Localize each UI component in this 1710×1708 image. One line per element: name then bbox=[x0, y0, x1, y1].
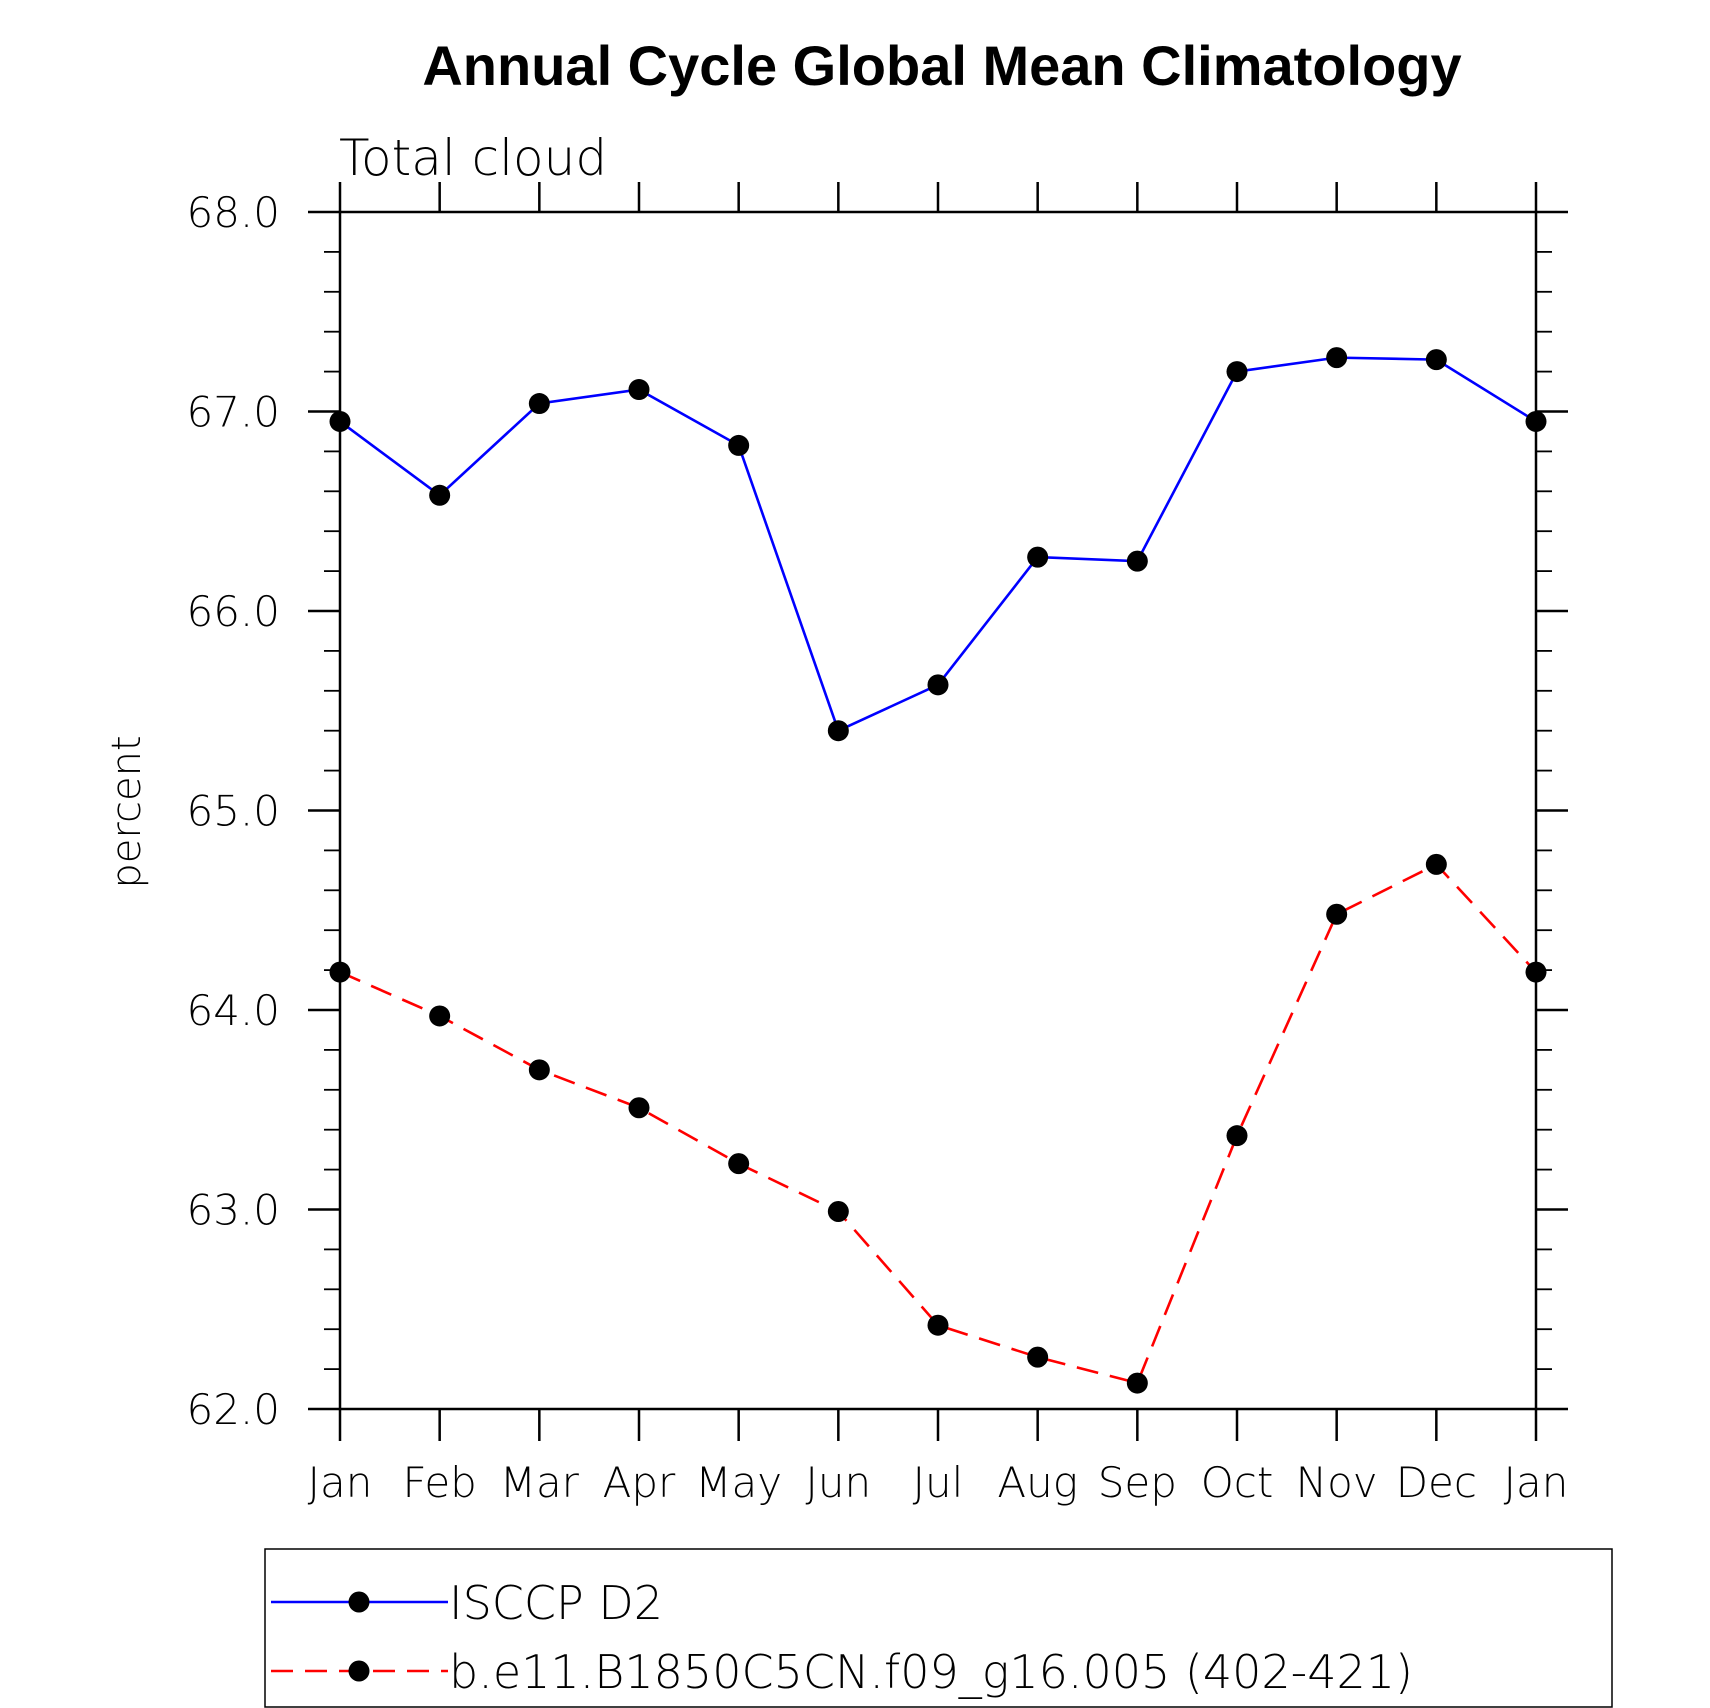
y-axis-label: percent bbox=[104, 735, 150, 888]
y-tick-label: 68.0 bbox=[186, 188, 280, 237]
legend-label-2: b.e11.B1850C5CN.f09_g16.005 (402-421) bbox=[449, 1645, 1413, 1699]
series-group bbox=[329, 347, 1547, 1394]
series-1-point bbox=[827, 720, 849, 742]
x-tick-label: Aug bbox=[997, 1458, 1078, 1507]
series-1-point bbox=[728, 434, 750, 456]
series-1-point bbox=[1126, 550, 1148, 572]
series-1-point bbox=[528, 393, 550, 415]
series-1-point bbox=[1525, 410, 1547, 432]
x-tick-label: Nov bbox=[1296, 1458, 1378, 1507]
series-1-point bbox=[1027, 546, 1049, 568]
series-1-point bbox=[329, 410, 351, 432]
legend-label-1: ISCCP D2 bbox=[449, 1576, 663, 1630]
x-tick-label: Jan bbox=[1504, 1458, 1569, 1507]
x-tick-label: May bbox=[695, 1458, 782, 1507]
series-1-point bbox=[1425, 349, 1447, 371]
series-2-point bbox=[628, 1097, 650, 1119]
chart-subtitle: Total cloud bbox=[339, 129, 607, 187]
y-tick-label: 62.0 bbox=[186, 1385, 280, 1434]
x-tick-label: Oct bbox=[1201, 1458, 1274, 1507]
y-tick-label: 66.0 bbox=[186, 587, 280, 636]
series-1-point bbox=[1326, 347, 1348, 369]
x-tick-labels: Jan Feb Mar Apr May Jun Jul Aug Sep Oct Nov Dec Jan bbox=[308, 1458, 1569, 1507]
x-tick-label: Jun bbox=[806, 1458, 872, 1507]
legend-box bbox=[264, 1548, 1613, 1708]
series-2-point bbox=[1126, 1372, 1148, 1394]
y-tick-label: 65.0 bbox=[186, 787, 280, 836]
series-1-point bbox=[628, 379, 650, 401]
x-tick-label: Jul bbox=[913, 1458, 964, 1507]
plot-frame bbox=[338, 210, 1538, 1411]
series-2-point bbox=[1525, 961, 1547, 983]
y-tick-label: 63.0 bbox=[186, 1186, 280, 1235]
series-1-point bbox=[429, 484, 451, 506]
legend-marker-1 bbox=[348, 1591, 370, 1613]
y-tick-label: 64.0 bbox=[186, 986, 280, 1035]
x-tick-label: Sep bbox=[1098, 1458, 1177, 1507]
series-line-2 bbox=[339, 862, 1537, 1385]
series-2-point bbox=[728, 1153, 750, 1175]
series-2-point bbox=[827, 1200, 849, 1222]
x-tick-label: Jan bbox=[308, 1458, 373, 1507]
series-1-point bbox=[1226, 361, 1248, 383]
series-2-point bbox=[1226, 1125, 1248, 1147]
x-tick-label: Apr bbox=[603, 1458, 676, 1507]
axis-ticks bbox=[308, 182, 1568, 1441]
y-tick-labels: 62.0 63.0 64.0 65.0 66.0 67.0 68.0 bbox=[186, 188, 280, 1434]
y-tick-label: 67.0 bbox=[186, 388, 280, 437]
legend: ISCCP D2 b.e11.B1850C5CN.f09_g16.005 (402… bbox=[271, 1576, 1413, 1699]
chart-title: Annual Cycle Global Mean Climatology bbox=[422, 34, 1461, 97]
series-2-point bbox=[1326, 903, 1348, 925]
series-1-point bbox=[927, 674, 949, 696]
x-tick-label: Feb bbox=[402, 1458, 476, 1507]
series-2-point bbox=[329, 961, 351, 983]
series-2-point bbox=[528, 1059, 550, 1081]
series-2-point bbox=[429, 1005, 451, 1027]
series-2-point bbox=[1425, 853, 1447, 875]
x-tick-label: Dec bbox=[1396, 1458, 1477, 1507]
series-2-point bbox=[927, 1314, 949, 1336]
x-tick-label: Mar bbox=[500, 1458, 580, 1507]
legend-marker-2 bbox=[348, 1660, 370, 1682]
series-2-point bbox=[1027, 1346, 1049, 1368]
